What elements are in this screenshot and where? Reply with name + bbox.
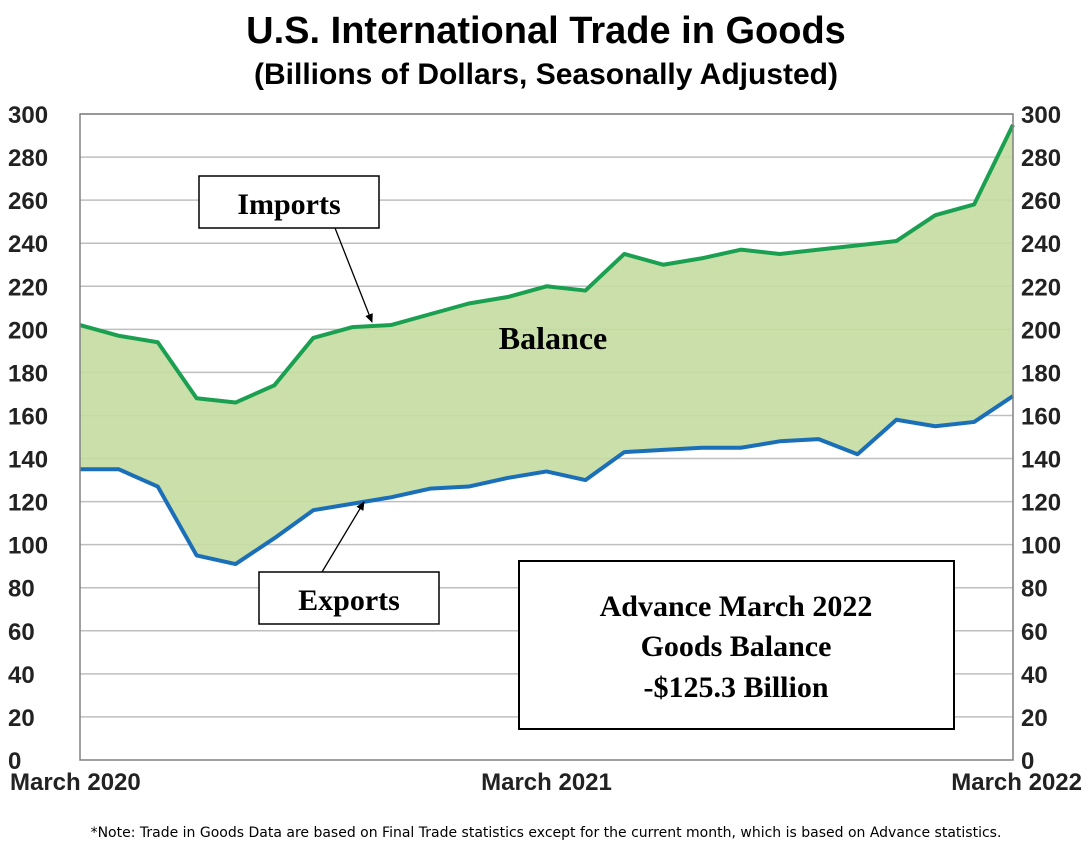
- x-tick-label: March 2020: [10, 769, 141, 796]
- y-tick-label-left: 180: [8, 360, 48, 387]
- y-tick-label-left: 140: [8, 447, 48, 474]
- y-tick-label-right: 300: [1021, 102, 1061, 129]
- x-tick-label: March 2021: [481, 769, 612, 796]
- exports-line: [80, 394, 1015, 567]
- y-tick-label-right: 60: [1021, 619, 1048, 646]
- imports-label: Imports: [237, 188, 340, 221]
- y-tick-label-right: 180: [1021, 360, 1061, 387]
- y-tick-label-right: 80: [1021, 576, 1048, 603]
- y-tick-label-left: 80: [8, 576, 35, 603]
- y-tick-label-left: 0: [8, 748, 21, 775]
- y-tick-label-left: 60: [8, 619, 35, 646]
- y-tick-label-left: 20: [8, 705, 35, 732]
- imports-label-box: [198, 175, 380, 229]
- y-tick-label-left: 120: [8, 490, 48, 517]
- y-tick-label-left: 280: [8, 145, 48, 172]
- y-tick-label-left: 160: [8, 403, 48, 430]
- y-tick-label-right: 240: [1021, 231, 1061, 258]
- y-tick-label-right: 200: [1021, 317, 1061, 344]
- chart-subtitle: (Billions of Dollars, Seasonally Adjuste…: [254, 58, 838, 91]
- y-tick-label-left: 100: [8, 533, 48, 560]
- y-tick-label-right: 160: [1021, 403, 1061, 430]
- advance-box: [518, 560, 955, 730]
- y-tick-label-right: 120: [1021, 490, 1061, 517]
- imports-line: [79, 123, 1015, 405]
- exports-label: Exports: [298, 584, 400, 617]
- x-tick-label: March 2022: [951, 769, 1082, 796]
- balance-area: [80, 124, 1013, 565]
- y-tick-label-right: 0: [1021, 748, 1034, 775]
- y-tick-label-left: 40: [8, 662, 35, 689]
- advance-box-line1: Advance March 2022: [600, 590, 873, 623]
- y-tick-label-left: 220: [8, 274, 48, 301]
- y-axis-left: 0 20 40 60 80 100 120 140 160 180 200 220 240 260 280 3…: [8, 102, 48, 775]
- y-tick-label-right: 20: [1021, 705, 1048, 732]
- chart-title: U.S. International Trade in Goods: [246, 10, 846, 52]
- imports-arrow: [334, 227, 373, 323]
- y-tick-label-right: 40: [1021, 662, 1048, 689]
- advance-box-line3: -$125.3 Billion: [643, 671, 828, 704]
- y-tick-label-left: 300: [8, 102, 48, 129]
- y-tick-label-right: 100: [1021, 533, 1061, 560]
- exports-arrow: [321, 501, 365, 573]
- y-tick-label-right: 220: [1021, 274, 1061, 301]
- y-axis-right: 0 20 40 60 80 100 120 140 160 180 200 220 240 260 280 3…: [1021, 102, 1061, 775]
- y-tick-label-right: 260: [1021, 188, 1061, 215]
- y-tick-label-left: 200: [8, 317, 48, 344]
- y-tick-label-right: 280: [1021, 145, 1061, 172]
- advance-box-line2: Goods Balance: [641, 630, 832, 663]
- footnote: *Note: Trade in Goods Data are based on …: [90, 825, 1002, 841]
- y-tick-label-left: 260: [8, 188, 48, 215]
- y-tick-label-right: 140: [1021, 447, 1061, 474]
- y-tick-label-left: 240: [8, 231, 48, 258]
- x-axis: March 2020 March 2021 March 2022: [10, 769, 1082, 796]
- exports-label-box: [258, 571, 440, 625]
- plot-frame: [79, 113, 1014, 761]
- balance-label: Balance: [499, 320, 607, 356]
